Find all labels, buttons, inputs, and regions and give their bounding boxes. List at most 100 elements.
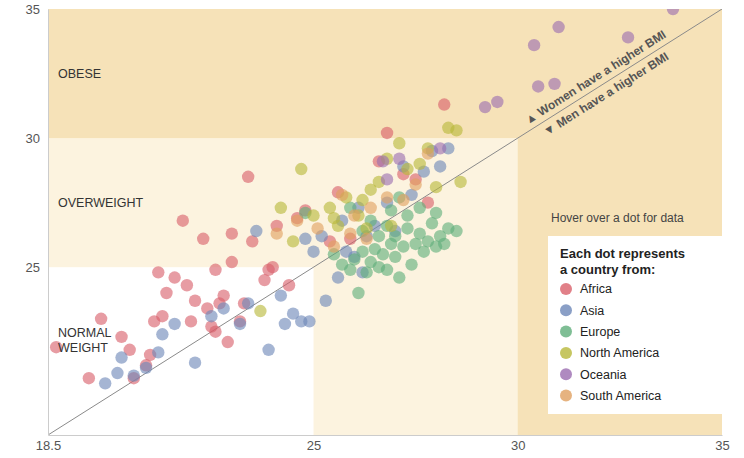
point	[287, 235, 299, 247]
point	[99, 377, 111, 389]
legend-box	[548, 236, 725, 414]
point	[160, 287, 172, 299]
point	[393, 271, 405, 283]
point	[360, 233, 372, 245]
point	[434, 142, 446, 154]
tick-label: 30	[511, 438, 525, 453]
chart: 18.5253035253035NORMALWEIGHTOVERWEIGHTOB…	[0, 0, 744, 458]
point	[152, 346, 164, 358]
points	[50, 9, 679, 390]
point	[291, 215, 303, 227]
diagonal-annotation: ▲ Women have a higher BMI	[522, 27, 668, 127]
y-axis: 25 30 35	[26, 2, 49, 436]
tick-label: 35	[26, 2, 40, 17]
point	[226, 256, 238, 268]
point	[242, 171, 254, 183]
point	[336, 189, 348, 201]
legend-swatch	[560, 304, 572, 316]
point	[242, 297, 254, 309]
point	[491, 96, 503, 108]
point	[385, 204, 397, 216]
point	[401, 222, 413, 234]
point	[111, 367, 123, 379]
point	[168, 271, 180, 283]
legend-swatch	[560, 390, 572, 402]
point	[422, 147, 434, 159]
point	[328, 240, 340, 252]
point	[320, 295, 332, 307]
point	[401, 163, 413, 175]
tick-label: 25	[307, 438, 321, 453]
point	[311, 222, 323, 234]
point	[185, 315, 197, 327]
point	[128, 369, 140, 381]
point	[332, 271, 344, 283]
point	[377, 155, 389, 167]
point	[667, 9, 679, 15]
zone-label: NORMALWEIGHT	[58, 326, 112, 355]
tick: 18.5	[36, 435, 61, 453]
series	[299, 191, 463, 299]
point	[152, 266, 164, 278]
tick: 30	[511, 435, 525, 453]
point	[307, 245, 319, 257]
point	[115, 331, 127, 343]
legend-title: Each dot representsa country from:	[560, 246, 685, 277]
legend-label: South America	[580, 389, 661, 403]
legend-swatch	[560, 368, 572, 380]
point	[381, 191, 393, 203]
point	[401, 209, 413, 221]
point	[275, 289, 287, 301]
point	[189, 295, 201, 307]
tick: 35	[26, 2, 48, 17]
point	[405, 258, 417, 270]
point	[389, 251, 401, 263]
point	[275, 202, 287, 214]
point	[254, 305, 266, 317]
legend-label: North America	[580, 346, 659, 360]
legend-label: Oceania	[580, 368, 627, 382]
tick-label: 25	[26, 260, 40, 275]
point	[222, 336, 234, 348]
point	[438, 238, 450, 250]
point	[348, 209, 360, 221]
point	[454, 176, 466, 188]
tick: 35	[715, 435, 729, 453]
point	[365, 202, 377, 214]
legend-swatch	[560, 283, 572, 295]
tick: 30	[26, 131, 48, 146]
series	[50, 98, 450, 384]
point	[209, 264, 221, 276]
point	[283, 279, 295, 291]
point	[328, 212, 340, 224]
point	[385, 220, 397, 232]
point	[381, 264, 393, 276]
axis-line	[48, 10, 49, 436]
series	[271, 147, 435, 252]
point	[414, 202, 426, 214]
zone-band	[48, 9, 722, 435]
point	[552, 21, 564, 33]
point	[156, 310, 168, 322]
point	[156, 328, 168, 340]
zones	[48, 9, 722, 435]
point	[622, 31, 634, 43]
point	[397, 240, 409, 252]
point	[409, 178, 421, 190]
point	[450, 124, 462, 136]
point	[548, 78, 560, 90]
zone-label: OVERWEIGHT	[58, 196, 144, 210]
point	[205, 310, 217, 322]
point	[217, 302, 229, 314]
point	[352, 287, 364, 299]
point	[262, 344, 274, 356]
series	[99, 142, 455, 389]
point	[95, 313, 107, 325]
point	[381, 127, 393, 139]
point	[234, 318, 246, 330]
diagonal-annotation: ▼ Men have a higher BMI	[541, 49, 671, 138]
legend: Each dot representsa country from:Africa…	[548, 236, 725, 414]
point	[140, 362, 152, 374]
point	[430, 181, 442, 193]
point	[381, 173, 393, 185]
